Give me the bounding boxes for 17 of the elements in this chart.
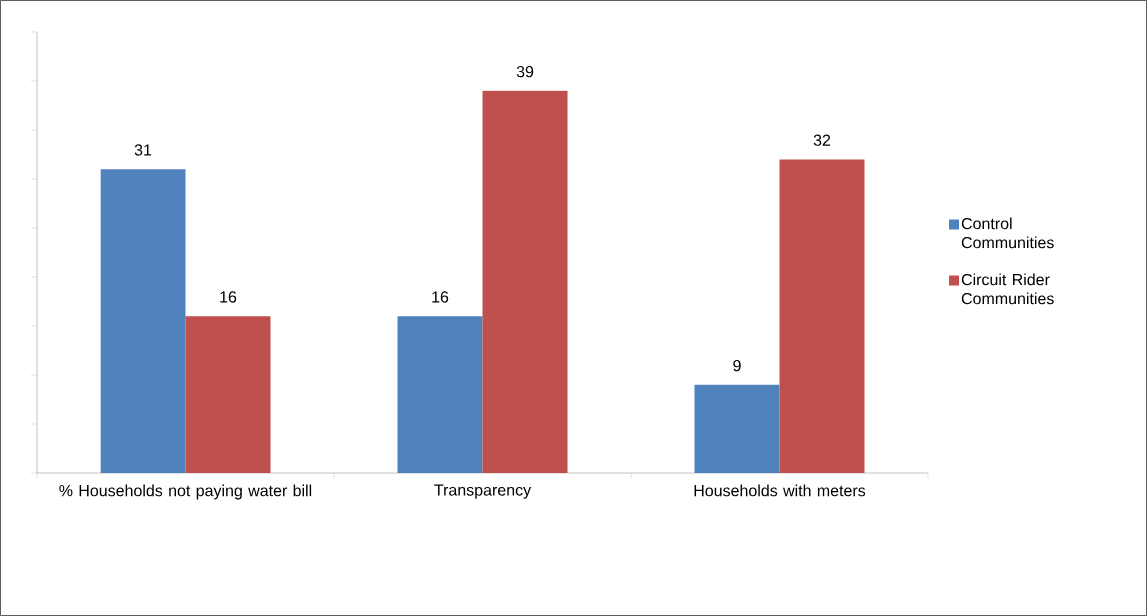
x-tick-label: % Households not paying water bill — [59, 484, 312, 500]
x-tick-label: Transparency — [434, 484, 532, 499]
data-label: 16 — [220, 291, 237, 303]
x-tick-label: Households with meters — [694, 484, 866, 497]
data-label: 39 — [516, 65, 534, 78]
bar — [100, 169, 186, 473]
data-label: 31 — [134, 144, 152, 156]
legend-label: Control Communities — [961, 217, 1054, 249]
data-label: 9 — [733, 359, 741, 372]
bar — [779, 159, 865, 473]
bar — [694, 384, 780, 473]
bar — [482, 90, 568, 473]
data-label: 16 — [432, 291, 449, 303]
bar — [185, 316, 271, 473]
data-label: 32 — [813, 134, 831, 146]
legend-label: Circuit Rider Communities — [961, 273, 1054, 305]
bar — [397, 316, 483, 473]
